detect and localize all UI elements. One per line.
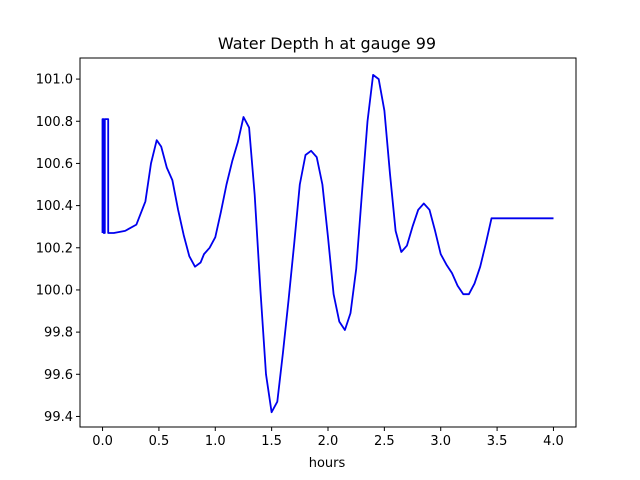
y-tick-label: 99.8 xyxy=(44,326,73,341)
y-tick-label: 100.0 xyxy=(36,283,73,298)
x-tick-label: 1.0 xyxy=(205,434,226,449)
x-tick-label: 1.5 xyxy=(261,434,282,449)
x-tick-label: 2.0 xyxy=(318,434,339,449)
x-tick-label: 3.5 xyxy=(487,434,508,449)
x-tick-label: 0.0 xyxy=(92,434,113,449)
y-tick-label: 100.6 xyxy=(36,157,73,172)
y-tick-label: 99.6 xyxy=(44,368,73,383)
y-tick-label: 99.4 xyxy=(44,410,73,425)
y-axis: 99.4 99.6 99.8 100.0 100.2 100.4 100.6 100.8 101… xyxy=(36,73,80,425)
x-tick-label: 2.5 xyxy=(374,434,395,449)
y-tick-label: 100.8 xyxy=(36,115,73,130)
plot-area xyxy=(101,74,554,414)
y-tick-label: 101.0 xyxy=(36,73,73,88)
x-axis: 0.0 0.5 1.0 1.5 2.0 2.5 3.0 3.5 4.0 xyxy=(92,427,564,449)
x-tick-label: 0.5 xyxy=(149,434,170,449)
y-tick-label: 100.4 xyxy=(36,199,73,214)
series-line xyxy=(101,74,554,414)
x-axis-label: hours xyxy=(309,456,346,471)
x-tick-label: 4.0 xyxy=(543,434,564,449)
x-tick-label: 3.0 xyxy=(430,434,451,449)
y-tick-label: 100.2 xyxy=(36,241,73,256)
chart-title: Water Depth h at gauge 99 xyxy=(218,34,436,53)
